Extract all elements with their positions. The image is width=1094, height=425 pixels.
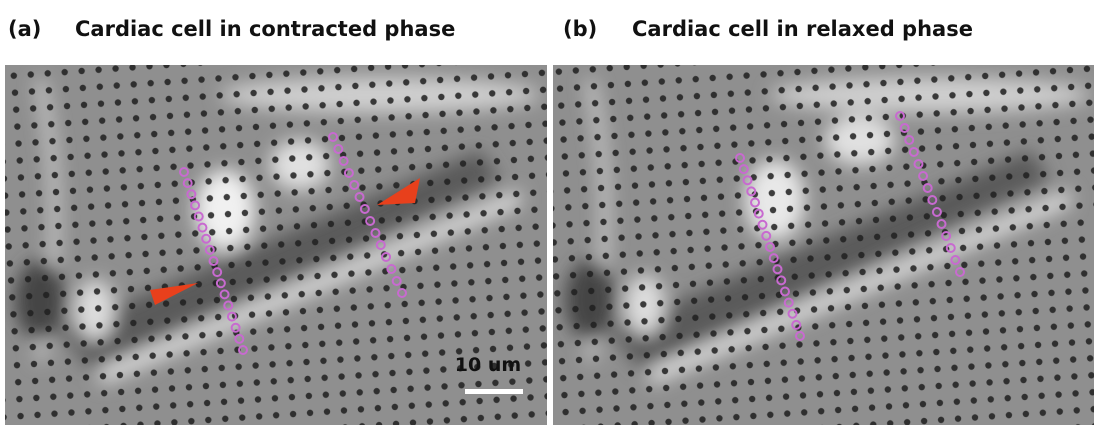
panel-label: (b) [563,17,597,41]
figure: (a) Cardiac cell in contracted phase (b)… [0,0,1094,425]
scale-bar-label: 10 um [455,354,521,376]
panel-title: Cardiac cell in relaxed phase [632,17,973,41]
panel-title: Cardiac cell in contracted phase [75,17,455,41]
panel-label: (a) [8,17,41,41]
micrograph: 10 um [5,65,547,425]
micrograph [553,65,1094,425]
scale-bar [465,389,523,394]
